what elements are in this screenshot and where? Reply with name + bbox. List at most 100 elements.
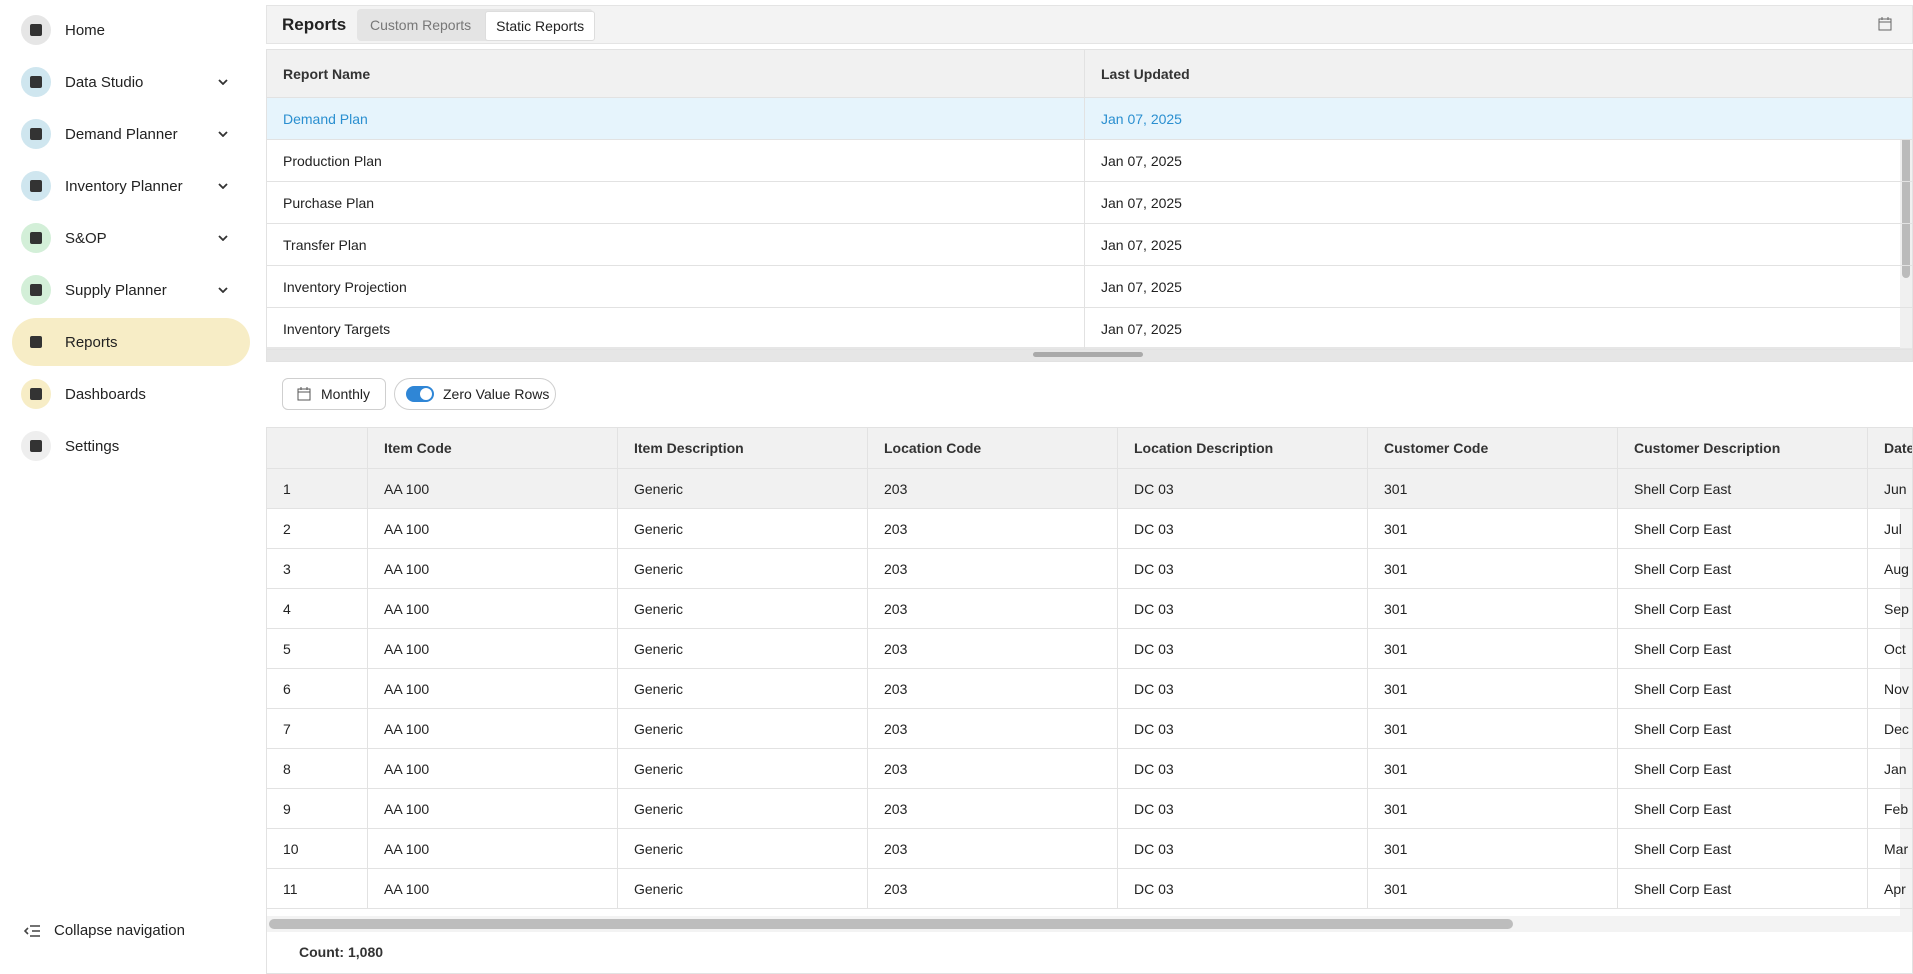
calendar-icon: [297, 387, 311, 401]
table-cell: AA 100: [367, 669, 617, 709]
table-cell: Shell Corp East: [1617, 629, 1867, 669]
zero-rows-toggle[interactable]: Zero Value Rows: [394, 378, 556, 410]
nav-item[interactable]: Reports: [12, 318, 250, 366]
column-header: Date: [1867, 428, 1912, 469]
nav-icon: [21, 431, 51, 461]
collapse-navigation[interactable]: Collapse navigation: [24, 922, 185, 939]
column-header: Report Name: [267, 50, 1084, 98]
table-cell: 301: [1367, 829, 1617, 869]
chevron: [218, 287, 228, 293]
table-cell: Apr: [1867, 869, 1912, 909]
nav-glyph: [30, 336, 42, 348]
table-cell: 301: [1367, 589, 1617, 629]
table-cell: DC 03: [1117, 829, 1367, 869]
chevron: [218, 235, 228, 241]
tab[interactable]: Static Reports: [485, 11, 596, 41]
table-cell: AA 100: [367, 749, 617, 789]
table-cell: 203: [867, 549, 1117, 589]
header-title: Reports: [282, 15, 347, 34]
toolbar: Monthly Zero Value Rows: [266, 378, 866, 412]
column-header: Item Description: [617, 428, 867, 469]
table-cell: 203: [867, 469, 1117, 509]
report-name[interactable]: Demand Plan: [267, 98, 1084, 140]
tab[interactable]: Custom Reports: [370, 17, 472, 33]
table-cell: Generic: [617, 709, 867, 749]
table-cell: 203: [867, 629, 1117, 669]
table-cell: DC 03: [1117, 589, 1367, 629]
table-cell: Generic: [617, 629, 867, 669]
column-header: Customer Description: [1617, 428, 1867, 469]
report-name[interactable]: Purchase Plan: [267, 182, 1084, 224]
main: Reports Custom Reports Static Reports Rep…: [266, 0, 1913, 974]
row-count: Count: 1,080: [299, 944, 384, 960]
table-cell: DC 03: [1117, 469, 1367, 509]
nav-glyph: [30, 284, 42, 296]
table-cell: Mar: [1867, 829, 1912, 869]
nav-item[interactable]: Supply Planner: [12, 266, 250, 314]
table-cell: Shell Corp East: [1617, 469, 1867, 509]
table-cell: Shell Corp East: [1617, 789, 1867, 829]
table-cell: AA 100: [367, 509, 617, 549]
nav-item[interactable]: Settings: [12, 422, 250, 470]
nav-label: S&OP: [65, 229, 107, 247]
table-cell: Shell Corp East: [1617, 509, 1867, 549]
table-cell: 301: [1367, 509, 1617, 549]
report-name[interactable]: Production Plan: [267, 140, 1084, 182]
nav-icon: [21, 275, 51, 305]
nav-icon: [21, 67, 51, 97]
table-cell: DC 03: [1117, 549, 1367, 589]
column-header: Last Updated: [1084, 50, 1912, 98]
nav-label: Reports: [65, 333, 118, 351]
row-index: 9: [267, 789, 367, 829]
nav-glyph: [30, 388, 42, 400]
chevron: [218, 79, 228, 85]
table-cell: 301: [1367, 789, 1617, 829]
collapse-icon: [24, 924, 40, 937]
nav-item[interactable]: Data Studio: [12, 58, 250, 106]
nav-item[interactable]: S&OP: [12, 214, 250, 262]
report-name[interactable]: Inventory Targets: [267, 308, 1084, 350]
table-cell: Aug: [1867, 549, 1912, 589]
table-cell: 203: [867, 869, 1117, 909]
period-label: Monthly: [321, 386, 371, 402]
nav-icon: [21, 223, 51, 253]
nav-glyph: [30, 76, 42, 88]
nav-label: Settings: [65, 437, 120, 455]
report-date[interactable]: Jan 07, 2025: [1084, 98, 1912, 140]
report-date[interactable]: Jan 07, 2025: [1084, 182, 1912, 224]
table-cell: 203: [867, 509, 1117, 549]
chevron: [218, 131, 228, 137]
nav-item[interactable]: Inventory Planner: [12, 162, 250, 210]
nav-item[interactable]: Demand Planner: [12, 110, 250, 158]
column-header: Customer Code: [1367, 428, 1617, 469]
table-cell: 203: [867, 709, 1117, 749]
report-date[interactable]: Jan 07, 2025: [1084, 224, 1912, 266]
calendar-icon[interactable]: [1878, 17, 1892, 31]
table-cell: 301: [1367, 709, 1617, 749]
table-cell: Shell Corp East: [1617, 589, 1867, 629]
nav-glyph: [30, 180, 42, 192]
nav-glyph: [30, 232, 42, 244]
report-name[interactable]: Inventory Projection: [267, 266, 1084, 308]
report-date[interactable]: Jan 07, 2025: [1084, 140, 1912, 182]
row-index: 6: [267, 669, 367, 709]
nav-item[interactable]: Dashboards: [12, 370, 250, 418]
table-cell: DC 03: [1117, 749, 1367, 789]
table-cell: Shell Corp East: [1617, 749, 1867, 789]
table-cell: Nov: [1867, 669, 1912, 709]
report-date[interactable]: Jan 07, 2025: [1084, 308, 1912, 350]
row-index: 5: [267, 629, 367, 669]
period-button[interactable]: Monthly: [282, 378, 386, 410]
table-cell: Feb: [1867, 789, 1912, 829]
nav-label: Demand Planner: [65, 125, 178, 143]
report-date[interactable]: Jan 07, 2025: [1084, 266, 1912, 308]
table-cell: Generic: [617, 669, 867, 709]
table-cell: 203: [867, 669, 1117, 709]
nav-label: Dashboards: [65, 385, 146, 403]
table-cell: Oct: [1867, 629, 1912, 669]
table-cell: Generic: [617, 589, 867, 629]
report-name[interactable]: Transfer Plan: [267, 224, 1084, 266]
nav-item[interactable]: Home: [12, 6, 250, 54]
